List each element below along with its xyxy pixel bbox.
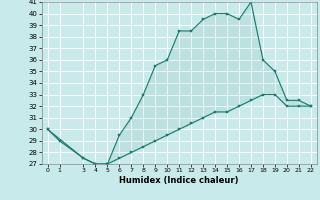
X-axis label: Humidex (Indice chaleur): Humidex (Indice chaleur) xyxy=(119,176,239,185)
